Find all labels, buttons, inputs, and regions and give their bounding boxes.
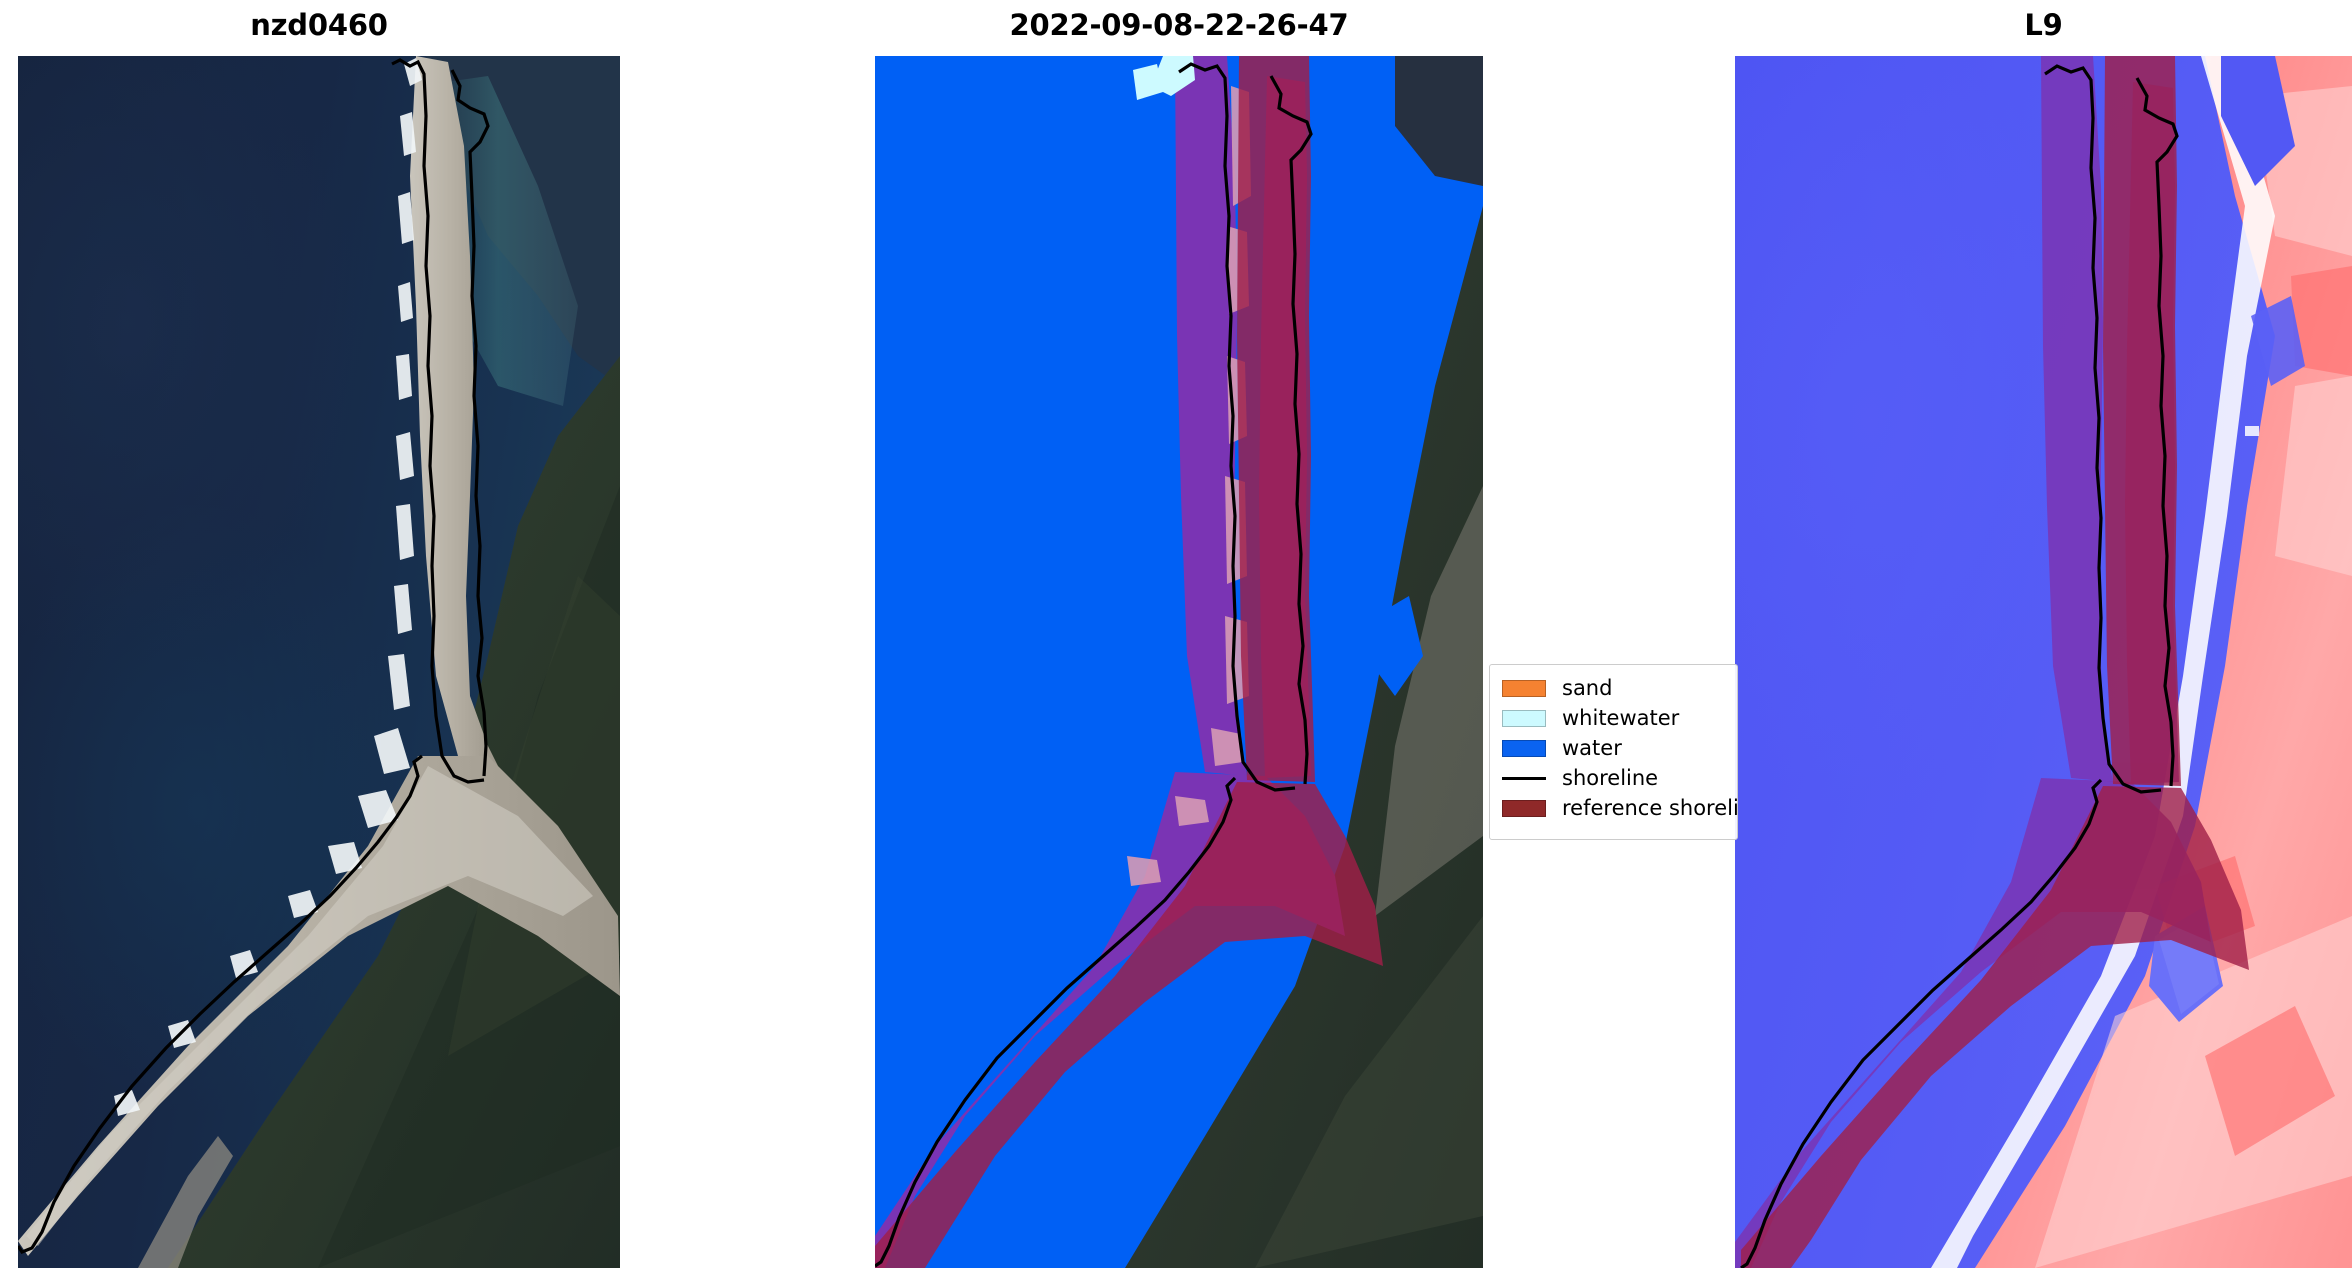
legend-label-shoreline: shoreline xyxy=(1562,765,1659,790)
shoreline-polyline xyxy=(875,62,1313,1268)
legend-swatch-sand xyxy=(1502,679,1546,697)
legend-box[interactable]: sand whitewater water shoreline referenc… xyxy=(1489,664,1738,840)
panel-title-classified: 2022-09-08-22-26-47 xyxy=(1009,8,1349,42)
panel-rgb-image[interactable] xyxy=(18,56,620,1268)
legend-swatch-shoreline xyxy=(1502,776,1546,780)
legend-label-water: water xyxy=(1562,735,1622,760)
classification-overlay xyxy=(875,56,1483,1268)
shoreline-polyline xyxy=(1740,64,2179,1268)
legend-swatch-reference-shoreline xyxy=(1502,799,1546,817)
panel-title-rgb: nzd0460 xyxy=(250,8,388,42)
shoreline-polyline xyxy=(18,58,490,1254)
panel-nir-image[interactable] xyxy=(1735,56,2352,1268)
legend-label-whitewater: whitewater xyxy=(1562,705,1680,730)
legend-label-sand: sand xyxy=(1562,675,1613,700)
whitewater-class xyxy=(1133,56,1195,100)
panel-title-nir: L9 xyxy=(2024,8,2063,42)
nir-composite-overlay xyxy=(1735,56,2352,1268)
legend-swatch-water xyxy=(1502,739,1546,757)
legend-item-shoreline[interactable]: shoreline xyxy=(1502,763,1727,793)
panel-classified-image[interactable] xyxy=(875,56,1483,1268)
legend-item-reference-shoreline[interactable]: reference shoreline xyxy=(1502,793,1737,823)
legend-swatch-whitewater xyxy=(1502,709,1546,727)
legend-item-water[interactable]: water xyxy=(1502,733,1727,763)
legend-item-sand[interactable]: sand xyxy=(1502,673,1727,703)
whitewater-surf xyxy=(114,58,422,1116)
legend-item-whitewater[interactable]: whitewater xyxy=(1502,703,1727,733)
legend-label-reference-shoreline: reference shoreline xyxy=(1562,795,1737,820)
land-mass-shape xyxy=(18,56,620,1268)
